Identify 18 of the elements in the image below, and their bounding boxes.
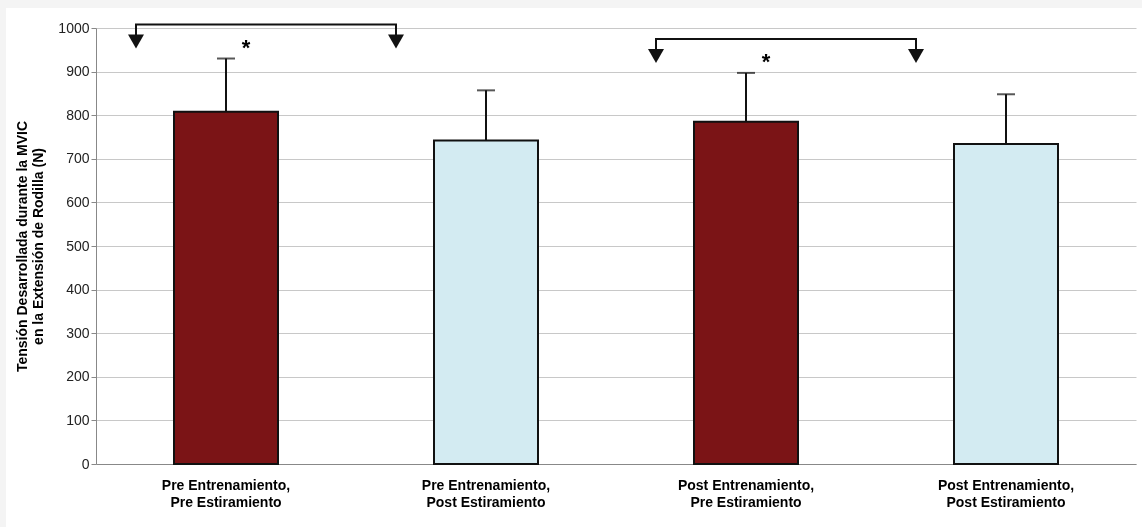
y-tick-label: 200	[66, 368, 90, 385]
y-tick-label: 400	[66, 281, 90, 298]
y-tick-label: 600	[66, 193, 90, 210]
y-tick-label: 0	[81, 455, 90, 472]
annotation: *	[761, 48, 771, 74]
y-tick-label: 500	[66, 237, 90, 254]
x-tick-label: Post Entrenamiento, Post Estiramiento	[937, 476, 1075, 510]
x-tick-label: Post Entrenamiento, Pre Estiramiento	[677, 476, 815, 510]
y-tick-label: 100	[66, 411, 90, 428]
x-tick-label: Pre Entrenamiento, Pre Estiramiento	[161, 476, 291, 510]
annotation: *	[241, 34, 251, 60]
y-axis-title: Tensión Desarrollada durante la MVIC en la Extensión de Rodilla (N)	[14, 120, 47, 373]
y-tick-label: 900	[66, 63, 90, 80]
x-tick-label: Pre Entrenamiento, Post Estiramiento	[421, 476, 551, 510]
y-tick-label: 700	[66, 150, 90, 167]
y-tick-label: 1000	[58, 19, 90, 36]
y-tick-label: 300	[66, 324, 90, 341]
y-tick-label: 800	[66, 106, 90, 123]
